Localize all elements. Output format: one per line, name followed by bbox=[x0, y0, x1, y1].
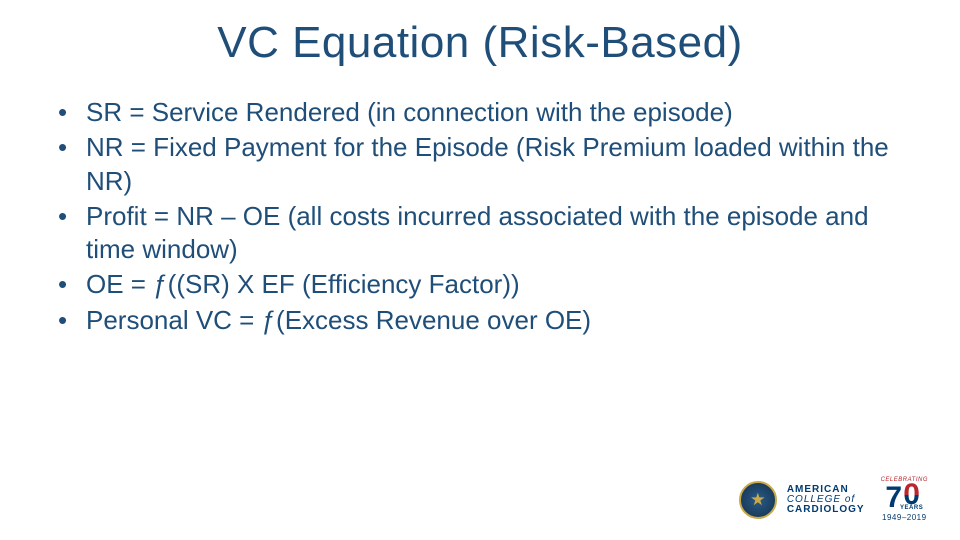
anniversary-badge: CELEBRATING 7 0 YEARS 1949–2019 bbox=[881, 477, 928, 522]
bullet-item: SR = Service Rendered (in connection wit… bbox=[48, 96, 920, 129]
bullet-item: Personal VC = ƒ(Excess Revenue over OE) bbox=[48, 304, 920, 337]
acc-wordmark: AMERICAN COLLEGE of CARDIOLOGY bbox=[787, 485, 865, 515]
bullet-item: NR = Fixed Payment for the Episode (Risk… bbox=[48, 131, 920, 198]
digit-zero: 0 bbox=[903, 483, 920, 507]
org-line: COLLEGE of bbox=[787, 495, 865, 505]
org-line: CARDIOLOGY bbox=[787, 505, 865, 515]
years-label: YEARS bbox=[900, 505, 923, 511]
org-line: AMERICAN bbox=[787, 485, 865, 495]
seventy-number: 7 0 YEARS bbox=[885, 483, 923, 513]
bullet-item: Profit = NR – OE (all costs incurred ass… bbox=[48, 200, 920, 267]
digit-zero-block: 0 YEARS bbox=[900, 483, 923, 511]
date-range: 1949–2019 bbox=[882, 514, 927, 522]
bullet-item: OE = ƒ((SR) X EF (Efficiency Factor)) bbox=[48, 268, 920, 301]
slide-title: VC Equation (Risk-Based) bbox=[40, 18, 920, 68]
footer-logo: AMERICAN COLLEGE of CARDIOLOGY CELEBRATI… bbox=[739, 477, 928, 522]
slide: VC Equation (Risk-Based) SR = Service Re… bbox=[0, 0, 960, 540]
bullet-list: SR = Service Rendered (in connection wit… bbox=[40, 96, 920, 337]
acc-seal-icon bbox=[739, 481, 777, 519]
